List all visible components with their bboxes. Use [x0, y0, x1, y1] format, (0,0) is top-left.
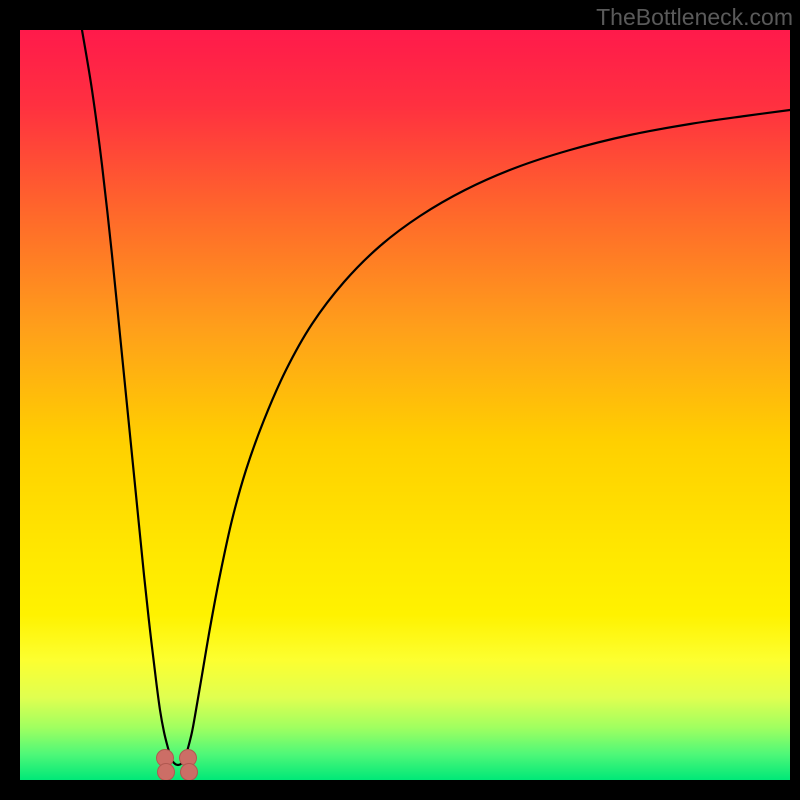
frame-bottom [0, 780, 800, 800]
plot-area [20, 30, 790, 780]
gradient-background [20, 30, 790, 780]
plot-svg [20, 30, 790, 780]
frame-right [790, 0, 800, 800]
attribution-label: TheBottleneck.com [596, 4, 793, 31]
minimum-marker [158, 764, 175, 781]
frame-left [0, 0, 20, 800]
minimum-marker [181, 764, 198, 781]
